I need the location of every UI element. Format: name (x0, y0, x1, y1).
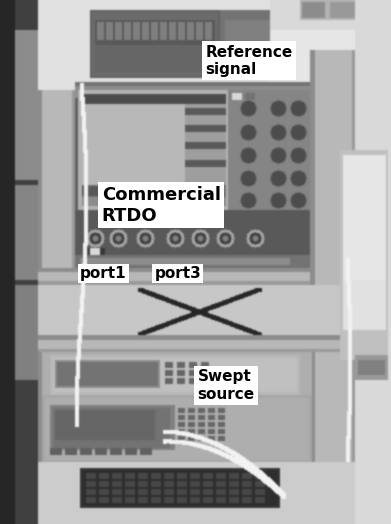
Text: Swept
source: Swept source (197, 369, 255, 402)
Text: Reference
signal: Reference signal (205, 45, 292, 77)
Text: port1: port1 (80, 266, 127, 281)
Text: Commercial
RTDO: Commercial RTDO (102, 186, 221, 225)
Text: port3: port3 (154, 266, 201, 281)
